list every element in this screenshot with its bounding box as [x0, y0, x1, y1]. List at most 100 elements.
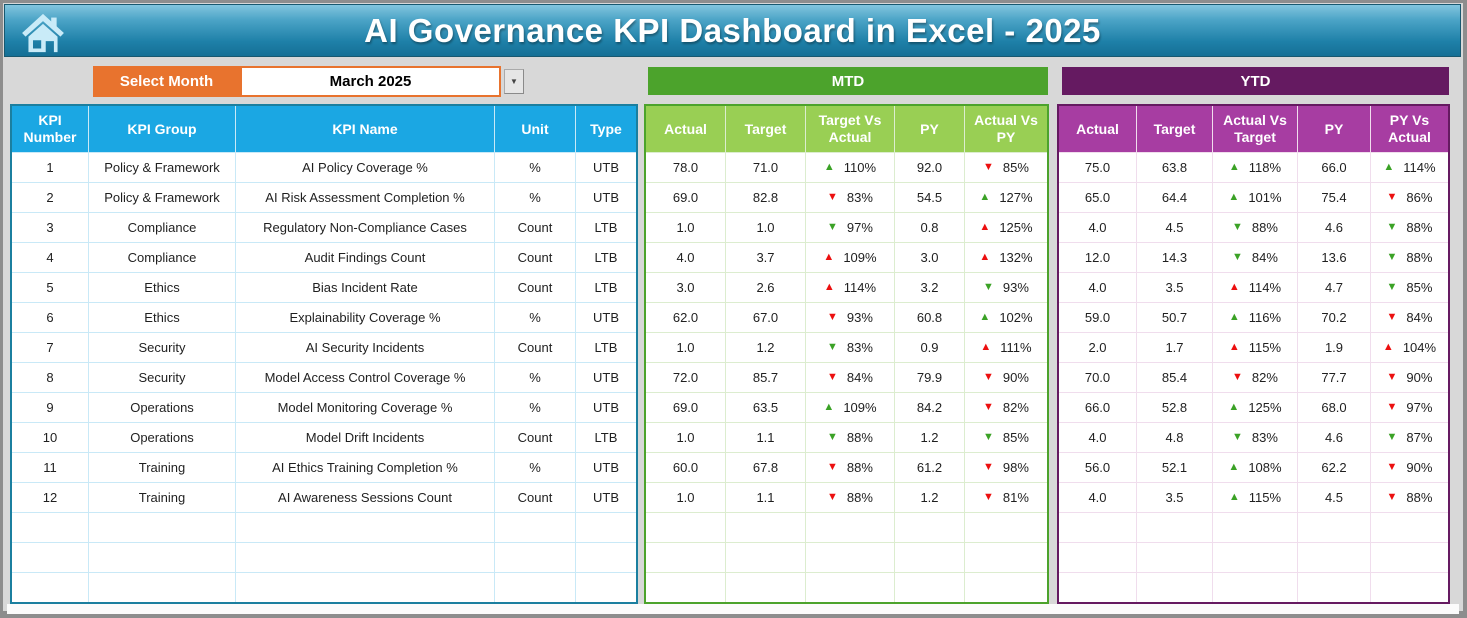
table-cell: 62.2 [1298, 453, 1370, 482]
empty-cell [89, 513, 235, 542]
table-cell: Ethics [89, 303, 235, 332]
empty-cell [1371, 573, 1448, 602]
table-cell: 11 [12, 453, 88, 482]
triangle-up-icon: ▲ [979, 191, 991, 203]
triangle-up-icon: ▲ [980, 341, 992, 353]
table-cell: ▼ 85% [965, 423, 1047, 452]
table-cell: Compliance [89, 243, 235, 272]
select-month-label: Select Month [93, 66, 240, 97]
table-cell: 4 [12, 243, 88, 272]
column-header: PY Vs Actual [1371, 106, 1448, 152]
table-cell: ▲ 125% [1213, 393, 1297, 422]
triangle-down-icon: ▼ [1232, 221, 1243, 233]
mtd-table: Actual Target Target Vs Actual PY Actual Vs … [644, 104, 1049, 604]
triangle-down-icon: ▼ [983, 431, 994, 443]
table-cell: ▼ 83% [806, 183, 894, 212]
table-cell: 4.6 [1298, 423, 1370, 452]
triangle-up-icon: ▲ [979, 251, 991, 263]
empty-cell [495, 513, 575, 542]
percent-value: 114% [843, 280, 877, 295]
chevron-down-icon: ▼ [510, 76, 518, 86]
empty-cell [12, 513, 88, 542]
table-cell: ▲ 127% [965, 183, 1047, 212]
table-cell: Count [495, 243, 575, 272]
table-cell: ▼ 88% [806, 453, 894, 482]
percent-value: 86% [1406, 190, 1433, 205]
table-cell: 61.2 [895, 453, 964, 482]
table-cell: Training [89, 483, 235, 512]
table-cell: % [495, 153, 575, 182]
percent-value: 85% [1002, 430, 1029, 445]
ytd-table: Actual Target Actual Vs Target PY PY Vs Actu… [1057, 104, 1450, 604]
table-cell: 54.5 [895, 183, 964, 212]
table-cell: Model Monitoring Coverage % [236, 393, 494, 422]
table-cell: 52.8 [1137, 393, 1212, 422]
table-cell: 66.0 [1059, 393, 1136, 422]
table-cell: Policy & Framework [89, 183, 235, 212]
month-input[interactable]: March 2025 [240, 66, 501, 97]
percent-value: 84% [1251, 250, 1278, 265]
percent-value: 101% [1248, 190, 1282, 205]
table-cell: ▼ 90% [1371, 363, 1448, 392]
triangle-down-icon: ▼ [1386, 281, 1398, 293]
table-cell: 13.6 [1298, 243, 1370, 272]
triangle-down-icon: ▼ [1232, 431, 1243, 443]
table-cell: ▲ 102% [965, 303, 1047, 332]
percent-value: 104% [1402, 340, 1437, 355]
empty-cell [576, 573, 636, 602]
table-cell: UTB [576, 483, 636, 512]
empty-cell [726, 573, 805, 602]
table-cell: ▼ 84% [1371, 303, 1448, 332]
table-cell: 1.0 [646, 333, 725, 362]
table-cell: ▲ 115% [1213, 333, 1297, 362]
empty-cell [806, 573, 894, 602]
table-cell: 75.4 [1298, 183, 1370, 212]
empty-cell [965, 513, 1047, 542]
percent-value: 118% [1248, 160, 1282, 175]
percent-value: 82% [1251, 370, 1278, 385]
table-cell: Count [495, 273, 575, 302]
percent-value: 82% [1002, 400, 1029, 415]
triangle-up-icon: ▲ [1228, 341, 1240, 353]
triangle-down-icon: ▼ [983, 491, 994, 503]
triangle-up-icon: ▲ [1228, 311, 1240, 323]
empty-cell [1137, 543, 1212, 572]
table-cell: ▼ 87% [1371, 423, 1448, 452]
percent-value: 90% [1406, 370, 1433, 385]
percent-value: 87% [1406, 430, 1433, 445]
table-cell: 3 [12, 213, 88, 242]
table-cell: 0.9 [895, 333, 964, 362]
triangle-down-icon: ▼ [827, 311, 838, 323]
empty-cell [576, 513, 636, 542]
empty-cell [1213, 543, 1297, 572]
table-cell: 7 [12, 333, 88, 362]
table-cell: ▲ 114% [1371, 153, 1448, 182]
table-cell: 63.8 [1137, 153, 1212, 182]
home-icon[interactable] [21, 13, 65, 53]
column-header: Target Vs Actual [806, 106, 894, 152]
table-cell: 67.8 [726, 453, 805, 482]
triangle-down-icon: ▼ [1232, 251, 1243, 263]
empty-cell [1371, 513, 1448, 542]
table-cell: 3.0 [646, 273, 725, 302]
empty-cell [1298, 543, 1370, 572]
triangle-up-icon: ▲ [823, 161, 835, 173]
table-cell: 6 [12, 303, 88, 332]
percent-value: 132% [999, 250, 1033, 265]
table-cell: ▼ 85% [1371, 273, 1448, 302]
table-cell: ▲ 110% [806, 153, 894, 182]
column-header: Actual Vs Target [1213, 106, 1297, 152]
table-cell: % [495, 303, 575, 332]
triangle-down-icon: ▼ [983, 371, 994, 383]
percent-value: 88% [1406, 250, 1433, 265]
table-cell: 60.0 [646, 453, 725, 482]
column-header: Type [576, 106, 636, 152]
percent-value: 109% [843, 400, 877, 415]
triangle-down-icon: ▼ [827, 461, 838, 473]
empty-cell [495, 573, 575, 602]
table-cell: Training [89, 453, 235, 482]
table-cell: ▲ 114% [1213, 273, 1297, 302]
triangle-down-icon: ▼ [1386, 371, 1398, 383]
empty-cell [806, 543, 894, 572]
month-dropdown-button[interactable]: ▼ [504, 69, 524, 94]
